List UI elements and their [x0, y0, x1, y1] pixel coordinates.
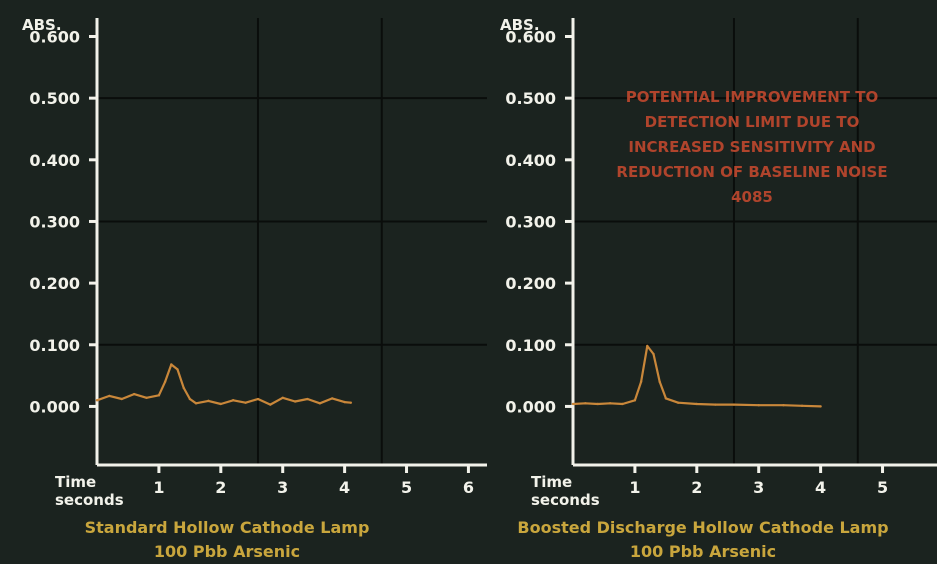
data-point	[782, 403, 785, 407]
y-tick-label: 0.200	[29, 274, 80, 293]
data-point	[318, 402, 322, 405]
data-point	[182, 386, 185, 390]
x-tick-label: 5	[877, 478, 888, 497]
data-point	[677, 401, 680, 404]
data-point	[343, 400, 346, 404]
grid	[573, 18, 937, 465]
y-tick-label: 0.500	[505, 89, 556, 108]
data-point	[293, 400, 297, 403]
data-point	[646, 344, 649, 348]
data-point	[714, 403, 717, 406]
data-point	[800, 404, 804, 408]
x-tick-label: 4	[815, 478, 826, 497]
data-point	[652, 352, 655, 356]
y-tick-label: 0.300	[29, 212, 80, 231]
y-tick-label: 0.100	[29, 336, 80, 355]
y-tick-label: 0.200	[505, 274, 556, 293]
data-point	[145, 396, 148, 399]
chart-panel-1: ABS.0.600 0.500 0.400 0.300 0.200 0.100 0.000 1…	[22, 16, 487, 561]
grid	[97, 18, 487, 465]
data-point	[231, 399, 235, 402]
data-point	[571, 402, 575, 406]
y-tick-label: 0.400	[29, 151, 80, 170]
data-point	[331, 397, 334, 400]
caption-line: Standard Hollow Cathode Lamp	[85, 518, 370, 537]
caption-line: 100 Pbb Arsenic	[630, 542, 776, 561]
y-tick-label: 0.100	[505, 336, 556, 355]
x-axis-label: Time seconds	[55, 473, 124, 509]
y-tick-label: 0.400	[505, 151, 556, 170]
annotation-line: 4085	[731, 188, 773, 206]
annotation-line: POTENTIAL IMPROVEMENT TO	[626, 88, 878, 106]
data-point	[188, 397, 192, 401]
data-point	[621, 402, 624, 406]
chart-panel-2: ABS.0.600 0.500 0.400 0.300 0.200 0.100 0.000 1…	[500, 16, 937, 561]
data-point	[207, 399, 210, 403]
data-point	[163, 380, 167, 383]
data-point	[244, 401, 247, 404]
data-point	[269, 403, 272, 406]
data-point	[157, 394, 161, 397]
data-point	[658, 380, 661, 383]
x-axis-label: Time seconds	[531, 473, 600, 509]
data-point	[120, 397, 123, 401]
x-tick-label: 3	[277, 478, 288, 497]
data-point	[281, 396, 284, 399]
x-tick-label: 6	[463, 478, 474, 497]
data-point	[95, 399, 99, 402]
data-point	[596, 402, 599, 406]
x-tick-label: 4	[339, 478, 350, 497]
data-point	[633, 399, 637, 402]
y-tick-label: 0.300	[505, 212, 556, 231]
annotation-line: INCREASED SENSITIVITY AND	[628, 138, 875, 156]
data-point	[176, 368, 179, 371]
data-point	[664, 397, 668, 400]
data-point	[584, 402, 587, 405]
data-point	[132, 392, 136, 396]
data-point	[170, 363, 173, 366]
data-point	[256, 397, 260, 401]
x-tick-label: 1	[629, 478, 640, 497]
caption-line: 100 Pbb Arsenic	[154, 542, 300, 561]
y-axis-label: ABS.	[500, 16, 540, 34]
x-tick-label: 1	[153, 478, 164, 497]
x-tick-label: 2	[215, 478, 226, 497]
data-point	[108, 394, 111, 398]
annotation-line: DETECTION LIMIT DUE TO	[645, 113, 860, 131]
x-tick-label: 3	[753, 478, 764, 497]
y-tick-label: 0.500	[29, 89, 80, 108]
y-tick-label: 0.000	[505, 397, 556, 416]
annotation-line: REDUCTION OF BASELINE NOISE	[616, 163, 887, 181]
y-tick-label: 0.000	[29, 397, 80, 416]
y-tick-label: 0.600	[505, 27, 556, 46]
y-tick-label: 0.600	[29, 27, 80, 46]
data-point	[349, 401, 353, 404]
y-axis-label: ABS.	[22, 16, 62, 34]
x-tick-label: 2	[691, 478, 702, 497]
data-point	[306, 397, 309, 401]
data-point	[219, 402, 223, 406]
data-point	[639, 380, 643, 383]
data-point	[757, 403, 760, 407]
caption-line: Boosted Discharge Hollow Cathode Lamp	[517, 518, 888, 537]
data-point	[732, 403, 736, 406]
data-point	[194, 402, 198, 405]
data-point	[819, 405, 822, 408]
data-point	[608, 402, 612, 405]
x-tick-label: 5	[401, 478, 412, 497]
data-point	[695, 402, 699, 406]
